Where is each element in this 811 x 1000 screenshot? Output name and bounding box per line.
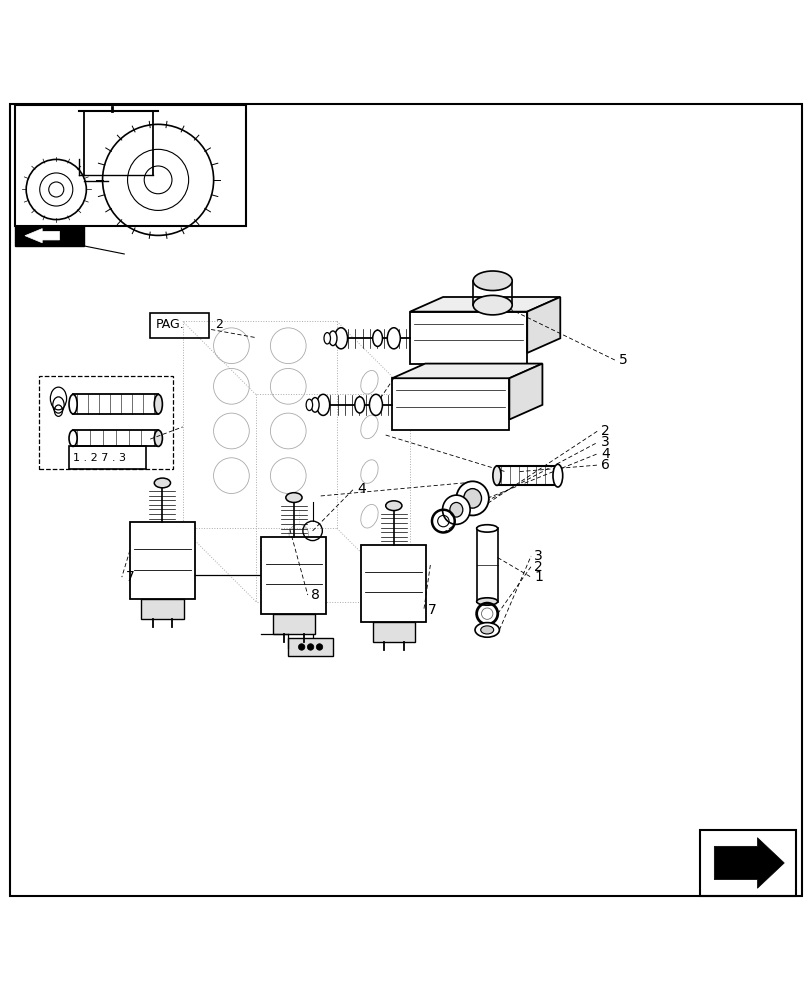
Polygon shape — [410, 297, 560, 312]
Ellipse shape — [385, 501, 401, 511]
Bar — [39, 376, 173, 469]
Ellipse shape — [311, 398, 319, 412]
Ellipse shape — [154, 478, 170, 488]
Bar — [288, 638, 333, 656]
Text: 4: 4 — [600, 447, 609, 461]
Text: 1: 1 — [534, 570, 543, 584]
Text: 7: 7 — [427, 603, 436, 617]
Ellipse shape — [476, 525, 497, 532]
Text: 2: 2 — [534, 560, 543, 574]
Text: 4: 4 — [357, 482, 366, 496]
Text: 2: 2 — [600, 424, 609, 438]
Ellipse shape — [480, 626, 493, 634]
Ellipse shape — [476, 598, 497, 605]
Ellipse shape — [354, 397, 364, 413]
Ellipse shape — [324, 333, 330, 344]
Polygon shape — [392, 364, 542, 378]
Circle shape — [307, 644, 313, 650]
Bar — [699, 830, 795, 896]
Polygon shape — [714, 838, 783, 888]
Text: 3: 3 — [534, 549, 543, 563]
Text: 7: 7 — [126, 570, 135, 584]
Bar — [130, 522, 195, 599]
Ellipse shape — [316, 394, 329, 415]
Ellipse shape — [473, 271, 512, 291]
Ellipse shape — [328, 331, 337, 346]
Bar — [15, 226, 84, 246]
Text: 2: 2 — [215, 318, 223, 331]
Bar — [69, 446, 146, 469]
Bar — [272, 614, 315, 634]
Ellipse shape — [449, 502, 462, 517]
Ellipse shape — [492, 466, 500, 485]
Ellipse shape — [369, 394, 382, 415]
Ellipse shape — [474, 623, 499, 637]
Text: 5: 5 — [618, 353, 627, 367]
Bar — [372, 622, 414, 642]
Bar — [141, 599, 183, 619]
Circle shape — [298, 644, 304, 650]
Text: 1 . 2 7 . 3: 1 . 2 7 . 3 — [73, 453, 126, 463]
Ellipse shape — [552, 464, 562, 487]
Polygon shape — [392, 378, 508, 430]
Bar — [261, 537, 326, 614]
Ellipse shape — [473, 295, 512, 315]
Bar — [150, 313, 209, 338]
Ellipse shape — [463, 489, 481, 508]
Polygon shape — [526, 297, 560, 353]
Text: PAG.: PAG. — [156, 318, 184, 331]
Circle shape — [315, 644, 322, 650]
Ellipse shape — [442, 495, 470, 524]
Ellipse shape — [306, 399, 312, 411]
Polygon shape — [25, 229, 59, 243]
Ellipse shape — [334, 328, 347, 349]
Ellipse shape — [154, 430, 162, 446]
Text: 8: 8 — [311, 588, 320, 602]
Ellipse shape — [154, 394, 162, 414]
Text: 6: 6 — [600, 458, 609, 472]
Bar — [15, 105, 246, 226]
Polygon shape — [508, 364, 542, 420]
Polygon shape — [410, 312, 526, 364]
Ellipse shape — [456, 481, 488, 515]
Ellipse shape — [387, 328, 400, 349]
Ellipse shape — [372, 330, 382, 346]
Bar — [361, 545, 426, 622]
Ellipse shape — [285, 493, 302, 502]
Text: 3: 3 — [600, 435, 609, 449]
